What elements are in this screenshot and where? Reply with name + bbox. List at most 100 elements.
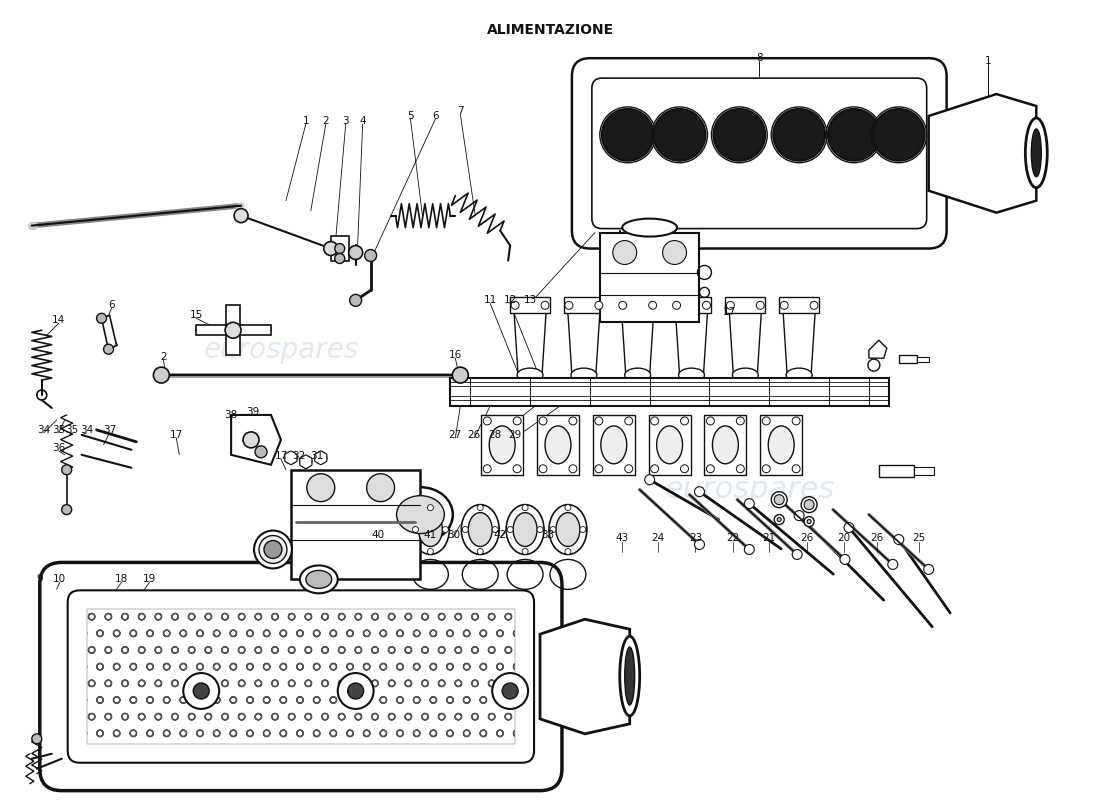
Text: 1: 1 — [302, 116, 309, 126]
Bar — [618, 298, 658, 314]
Ellipse shape — [300, 456, 311, 468]
Circle shape — [828, 109, 880, 161]
Text: 5: 5 — [407, 111, 414, 121]
Circle shape — [32, 734, 42, 744]
Text: 31: 31 — [310, 451, 323, 461]
Ellipse shape — [513, 513, 537, 546]
Circle shape — [745, 498, 755, 509]
Text: 34: 34 — [80, 425, 94, 435]
Text: 38: 38 — [224, 410, 238, 420]
Text: 40: 40 — [371, 530, 384, 539]
Circle shape — [97, 314, 107, 323]
Text: 28: 28 — [488, 430, 502, 440]
Ellipse shape — [786, 368, 812, 382]
Circle shape — [539, 465, 547, 473]
Circle shape — [807, 519, 811, 523]
Circle shape — [255, 446, 267, 458]
Text: 42: 42 — [494, 530, 507, 539]
Bar — [604, 90, 915, 217]
Text: 15: 15 — [189, 310, 202, 320]
Circle shape — [565, 549, 571, 554]
Ellipse shape — [517, 368, 543, 382]
Polygon shape — [231, 415, 280, 465]
Circle shape — [649, 302, 657, 310]
Bar — [87, 610, 515, 744]
Text: ALIMENTAZIONE: ALIMENTAZIONE — [486, 23, 614, 38]
Circle shape — [507, 526, 513, 533]
Circle shape — [694, 486, 704, 497]
Circle shape — [736, 417, 745, 425]
Text: 3: 3 — [342, 116, 349, 126]
Bar — [600, 233, 700, 322]
Text: 34: 34 — [37, 425, 51, 435]
Text: 6: 6 — [432, 111, 439, 121]
Ellipse shape — [418, 513, 442, 546]
Polygon shape — [285, 451, 297, 465]
Circle shape — [428, 505, 433, 510]
Ellipse shape — [315, 452, 327, 464]
Ellipse shape — [713, 426, 738, 464]
Bar — [760, 415, 802, 474]
Text: 30: 30 — [447, 530, 460, 539]
Circle shape — [804, 517, 814, 526]
Text: 26: 26 — [801, 533, 814, 542]
Text: 9: 9 — [36, 574, 43, 584]
Bar — [196, 326, 271, 335]
Circle shape — [462, 526, 469, 533]
Bar — [510, 298, 550, 314]
Circle shape — [194, 683, 209, 699]
Circle shape — [550, 526, 556, 533]
Bar — [593, 415, 635, 474]
Circle shape — [492, 673, 528, 709]
Circle shape — [477, 505, 483, 510]
Bar — [450, 378, 889, 406]
Polygon shape — [540, 619, 629, 734]
Polygon shape — [729, 314, 761, 375]
Text: 11: 11 — [484, 295, 497, 306]
Bar — [672, 298, 712, 314]
Circle shape — [513, 417, 521, 425]
Ellipse shape — [1025, 118, 1047, 188]
Circle shape — [694, 539, 704, 550]
Text: 24: 24 — [651, 533, 664, 542]
Polygon shape — [928, 94, 1036, 213]
Circle shape — [103, 344, 113, 354]
Text: 37: 37 — [103, 425, 117, 435]
Circle shape — [334, 254, 344, 263]
Text: 19: 19 — [143, 574, 156, 584]
Text: eurospares: eurospares — [664, 475, 835, 504]
Text: 8: 8 — [756, 53, 762, 63]
Text: 23: 23 — [689, 533, 702, 542]
Polygon shape — [675, 314, 707, 375]
Ellipse shape — [768, 426, 794, 464]
Text: 2: 2 — [160, 352, 167, 362]
Circle shape — [888, 559, 898, 570]
Text: 41: 41 — [424, 530, 437, 539]
Text: 7: 7 — [456, 106, 463, 116]
FancyBboxPatch shape — [40, 562, 562, 790]
Ellipse shape — [396, 496, 444, 534]
Circle shape — [522, 549, 528, 554]
Circle shape — [595, 417, 603, 425]
Circle shape — [492, 526, 498, 533]
Circle shape — [771, 492, 788, 508]
Circle shape — [706, 465, 714, 473]
Circle shape — [650, 417, 659, 425]
Text: 2: 2 — [322, 116, 329, 126]
Circle shape — [625, 465, 632, 473]
Circle shape — [62, 465, 72, 474]
Circle shape — [762, 417, 770, 425]
Ellipse shape — [679, 368, 704, 382]
Circle shape — [844, 522, 854, 533]
Bar — [649, 415, 691, 474]
Ellipse shape — [300, 566, 338, 594]
Circle shape — [226, 322, 241, 338]
Circle shape — [703, 302, 711, 310]
Bar — [290, 470, 420, 579]
Circle shape — [780, 302, 789, 310]
Circle shape — [307, 474, 334, 502]
Circle shape — [452, 367, 469, 383]
Ellipse shape — [601, 426, 627, 464]
Circle shape — [153, 367, 169, 383]
Ellipse shape — [623, 218, 678, 237]
